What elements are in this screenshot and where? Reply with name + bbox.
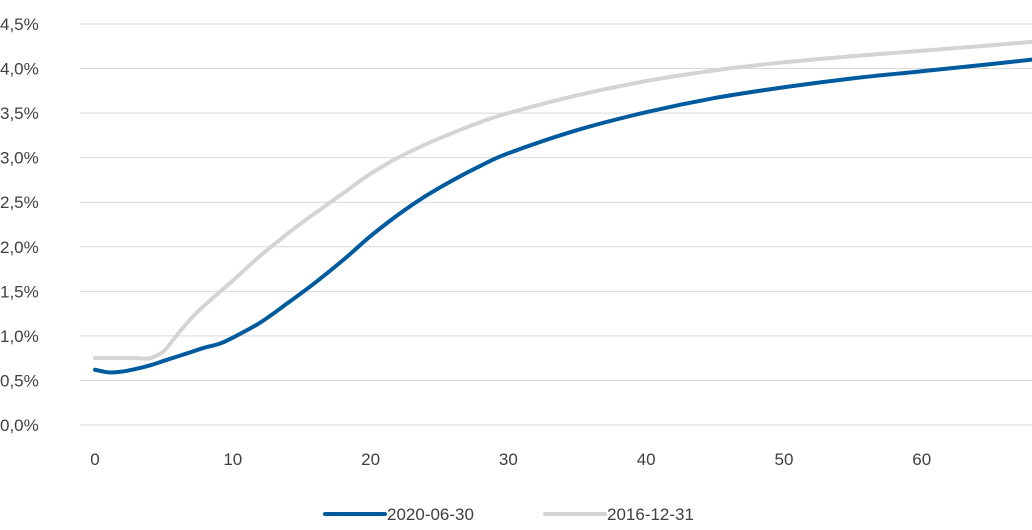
x-tick-label: 40 [637, 450, 656, 469]
x-tick-label: 50 [775, 450, 794, 469]
x-axis: 0 10 20 30 40 50 60 [90, 450, 931, 469]
x-tick-label: 10 [223, 450, 242, 469]
x-tick-label: 0 [90, 450, 99, 469]
x-tick-label: 30 [499, 450, 518, 469]
grid-layer [80, 23, 1032, 426]
y-tick-label: 2,0% [0, 238, 39, 257]
y-tick-label: 1,0% [0, 327, 39, 346]
legend: 2020-06-30 2016-12-31 [323, 505, 694, 524]
y-tick-label: 4,0% [0, 60, 39, 79]
series-layer [93, 39, 1032, 375]
y-tick-label: 2,5% [0, 193, 39, 212]
legend-item: 2016-12-31 [543, 505, 694, 524]
y-tick-label: 4,5% [0, 15, 39, 34]
legend-label: 2016-12-31 [607, 505, 694, 524]
legend-label: 2020-06-30 [387, 505, 474, 524]
series-line-2020-06-30 [93, 57, 1032, 375]
legend-item: 2020-06-30 [323, 505, 474, 524]
y-tick-label: 3,5% [0, 104, 39, 123]
y-tick-label: 0,5% [0, 371, 39, 390]
x-tick-label: 60 [912, 450, 931, 469]
y-tick-label: 0,0% [0, 416, 39, 435]
y-tick-label: 3,0% [0, 149, 39, 168]
series-line-2016-12-31 [93, 39, 1032, 361]
y-tick-label: 1,5% [0, 282, 39, 301]
y-axis: 0,0% 0,5% 1,0% 1,5% 2,0% 2,5% 3,0% 3,5% 4,0% 4,5% [0, 15, 39, 435]
x-tick-label: 20 [361, 450, 380, 469]
